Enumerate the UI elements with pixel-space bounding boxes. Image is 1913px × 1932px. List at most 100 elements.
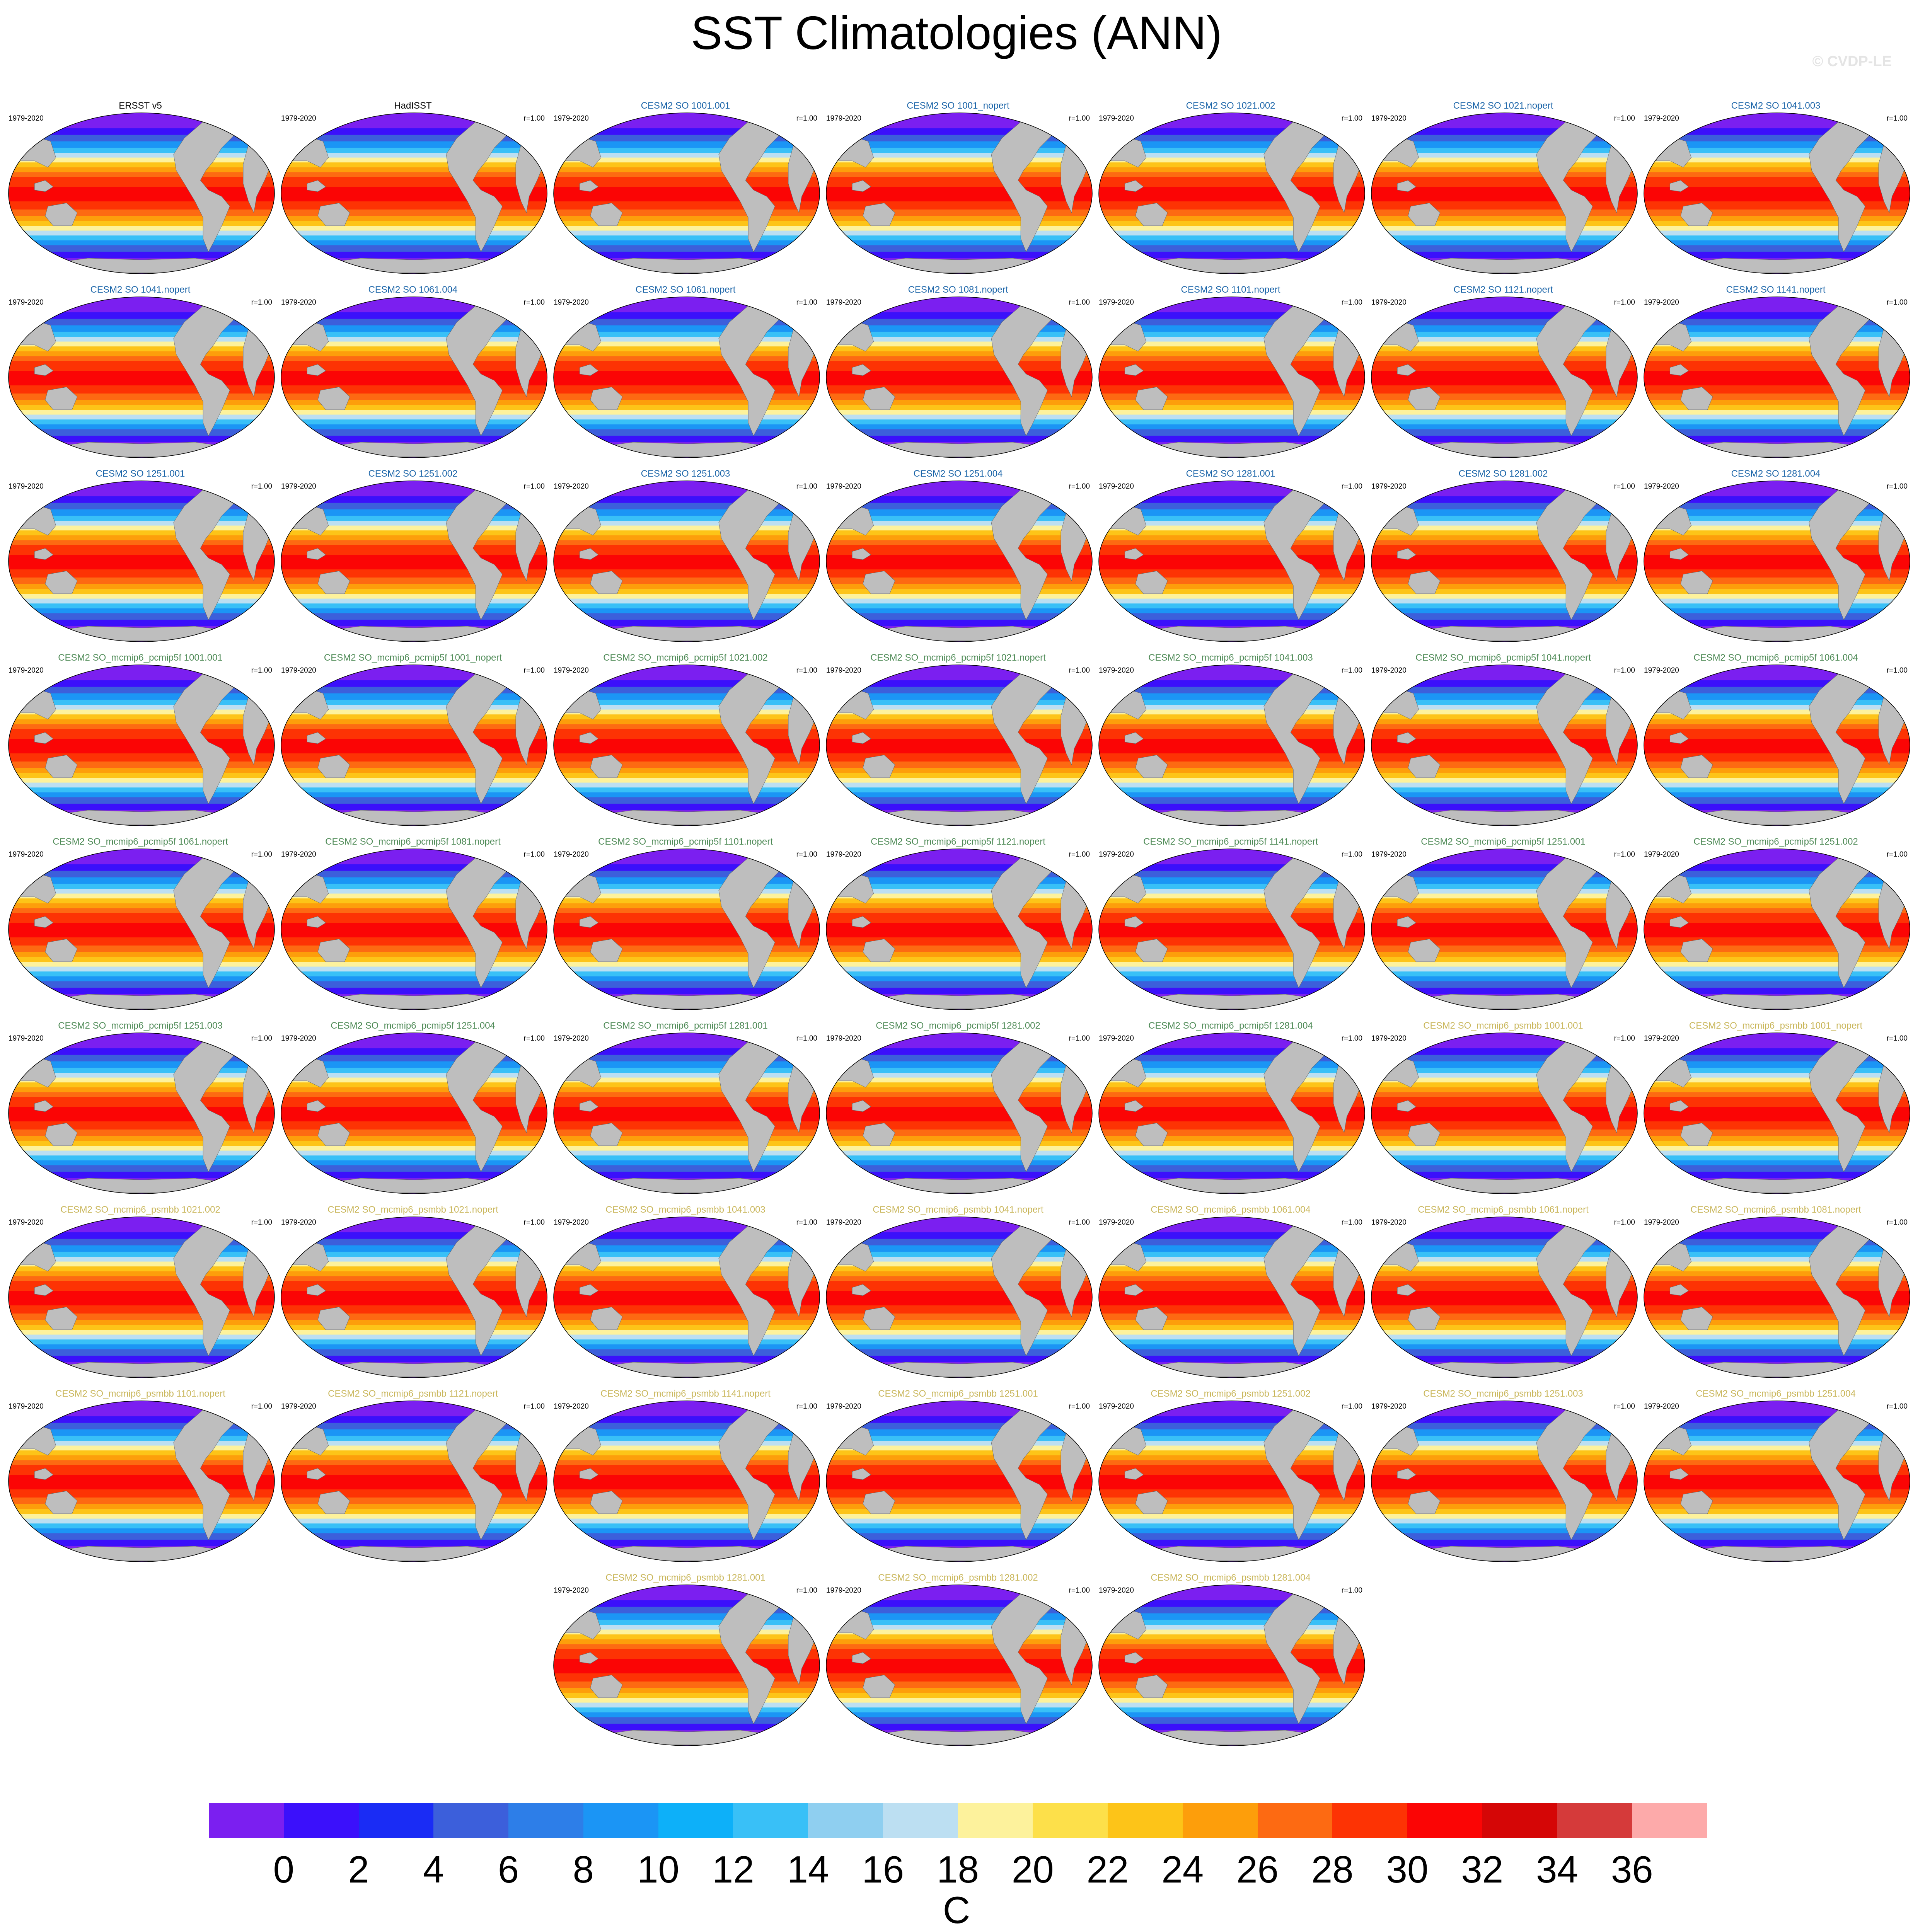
- sst-band: [826, 235, 1092, 241]
- land-mass: [718, 672, 783, 804]
- sst-band: [554, 739, 820, 754]
- sst-band: [1099, 724, 1365, 729]
- map-outline: [553, 664, 820, 826]
- land-mass: [1263, 1408, 1328, 1540]
- sst-band: [1644, 966, 1910, 972]
- map-panel-title: CESM2 SO 1251.001: [95, 469, 185, 479]
- sst-band: [1644, 1150, 1910, 1156]
- sst-band: [554, 782, 820, 788]
- sst-band: [1644, 187, 1910, 202]
- sst-band: [826, 957, 1092, 962]
- land-mass: [1680, 755, 1713, 778]
- land-mass: [579, 1652, 599, 1664]
- land-mass: [446, 120, 511, 252]
- land-mass: [991, 1408, 1056, 1540]
- sst-band: [826, 988, 1092, 995]
- sst-band: [281, 957, 547, 962]
- land-mass: [590, 755, 623, 778]
- map-panel-correlation: r=1.00: [1069, 114, 1090, 123]
- land-mass: [317, 939, 350, 962]
- land-mass: [307, 1100, 326, 1112]
- sst-band: [554, 976, 820, 981]
- sst-band: [281, 410, 547, 415]
- sst-band: [9, 230, 275, 236]
- map-svg: [281, 664, 547, 826]
- sst-band: [9, 419, 275, 425]
- sst-band: [1371, 1097, 1637, 1107]
- sst-band: [826, 1097, 1092, 1107]
- sst-band: [826, 1702, 1092, 1708]
- sst-band: [1371, 1141, 1637, 1146]
- map-panel-correlation: r=1.00: [1069, 850, 1090, 859]
- map-panel-years: 1979-2020: [554, 1218, 589, 1227]
- map-svg: [1098, 296, 1365, 458]
- map-svg: [826, 1400, 1093, 1562]
- land-mass: [317, 203, 350, 226]
- sst-band: [9, 598, 275, 604]
- land-mass: [1857, 1219, 1879, 1236]
- map-panel-years: 1979-2020: [826, 1402, 861, 1411]
- map-panel-title: CESM2 SO_mcmip6_psmbb 1061.nopert: [1418, 1205, 1589, 1215]
- land-mass: [863, 1307, 895, 1330]
- land-mass: [579, 732, 599, 744]
- sst-band: [1371, 966, 1637, 972]
- sst-band: [826, 1698, 1092, 1703]
- land-mass: [307, 364, 326, 376]
- land-mass: [34, 180, 54, 192]
- map-svg: [1644, 1032, 1910, 1194]
- sst-band: [826, 729, 1092, 739]
- sst-band: [826, 1644, 1092, 1649]
- map-svg: [826, 112, 1093, 274]
- sst-band: [1099, 1107, 1365, 1122]
- sst-band: [554, 1325, 820, 1330]
- map-outline: [1098, 1216, 1365, 1378]
- sst-band: [281, 240, 547, 245]
- map-panel-correlation: r=1.00: [523, 666, 545, 675]
- sst-band: [281, 1533, 547, 1540]
- map-panel-years: 1979-2020: [554, 1586, 589, 1595]
- sst-band: [281, 1281, 547, 1291]
- sst-band: [826, 608, 1092, 613]
- map-panel: CESM2 SO_mcmip6_pcmip5f 1041.nopert 1979-…: [1367, 653, 1640, 835]
- sst-band: [554, 481, 820, 497]
- map-panel: CESM2 SO_mcmip6_pcmip5f 1281.002 1979-202…: [822, 1021, 1095, 1203]
- sst-band: [281, 1276, 547, 1281]
- map-panel-title: CESM2 SO 1141.nopert: [1726, 285, 1826, 295]
- sst-band: [9, 1165, 275, 1172]
- sst-band: [281, 1165, 547, 1172]
- sst-band: [554, 371, 820, 386]
- sst-band: [1371, 988, 1637, 995]
- sst-band: [1099, 172, 1365, 177]
- sst-band: [9, 923, 275, 938]
- sst-band: [9, 351, 275, 356]
- sst-band: [1371, 1048, 1637, 1055]
- sst-band: [1099, 245, 1365, 252]
- land-mass: [222, 115, 244, 132]
- sst-band: [9, 405, 275, 410]
- sst-band: [1371, 1356, 1637, 1363]
- colorbar-tick-label: 36: [1611, 1848, 1653, 1891]
- land-mass: [767, 1219, 789, 1236]
- land-mass: [1809, 672, 1874, 804]
- map-panel-years: 1979-2020: [1371, 298, 1407, 307]
- map-panel-correlation: r=1.00: [1341, 666, 1362, 675]
- sst-band: [826, 1150, 1092, 1156]
- sst-band: [1371, 1401, 1637, 1417]
- sst-band: [281, 1455, 547, 1460]
- map-svg: [8, 848, 275, 1010]
- sst-band: [1099, 1533, 1365, 1540]
- sst-band: [826, 620, 1092, 627]
- land-mass: [991, 856, 1056, 988]
- map-panel-title: CESM2 SO_mcmip6_pcmip5f 1001.001: [58, 653, 223, 663]
- land-mass: [590, 1675, 623, 1698]
- map-panel-title: CESM2 SO 1021.nopert: [1453, 101, 1553, 111]
- sst-band: [1371, 1033, 1637, 1049]
- sst-band: [9, 908, 275, 913]
- sst-band: [9, 226, 275, 231]
- map-panel: CESM2 SO 1281.001 1979-2020 r=1.00: [1094, 469, 1367, 651]
- sst-band: [554, 1514, 820, 1519]
- land-mass: [579, 1100, 599, 1112]
- map-panel-years: 1979-2020: [554, 1402, 589, 1411]
- land-mass: [590, 1491, 623, 1514]
- sst-band: [9, 1033, 275, 1049]
